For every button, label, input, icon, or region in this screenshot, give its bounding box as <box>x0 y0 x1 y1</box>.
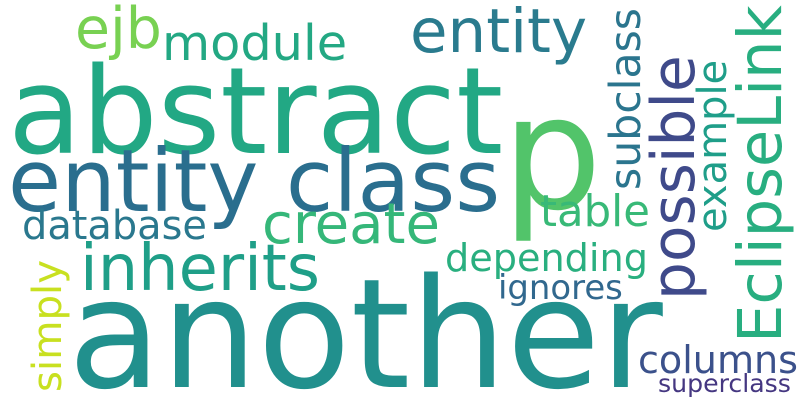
word-depending: depending <box>445 237 648 282</box>
word-entity: entity <box>410 0 588 67</box>
word-columns: columns <box>638 337 799 382</box>
word-superclass: superclass <box>658 369 791 399</box>
word-ejb: ejb <box>75 0 162 62</box>
word-entity-class: entity class <box>8 132 501 233</box>
word-database: database <box>22 203 207 250</box>
word-create: create <box>262 192 441 258</box>
word-eclipselink: EclipseLink <box>726 5 797 343</box>
word-module: module <box>162 14 348 73</box>
word-p: p <box>502 63 602 247</box>
word-simply: simply <box>23 259 71 392</box>
word-inherits: inherits <box>80 232 321 307</box>
word-table: table <box>540 187 650 238</box>
word-ignores: ignores <box>498 267 623 307</box>
word-abstract: abstract <box>8 43 504 182</box>
word-another: another <box>68 245 663 400</box>
